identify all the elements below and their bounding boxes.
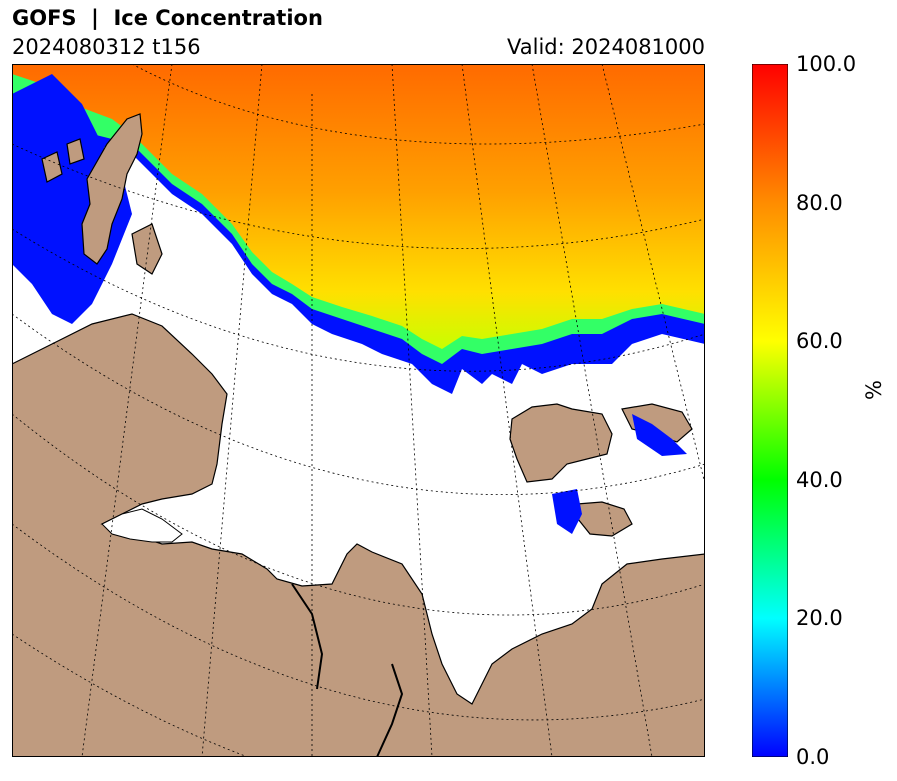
colorbar-tick-20: 20.0 xyxy=(796,606,843,630)
land-mainland xyxy=(12,313,705,757)
colorbar-unit: % xyxy=(862,380,886,400)
valid-label: Valid: 2024081000 xyxy=(507,35,705,59)
colorbar-tick-60: 60.0 xyxy=(796,329,843,353)
pack-ice xyxy=(12,64,705,349)
colorbar xyxy=(752,64,788,757)
colorbar-tick-0: 0.0 xyxy=(796,745,830,769)
land-island-nw xyxy=(81,113,143,265)
land-island-center xyxy=(509,403,613,483)
colorbar-tick-100: 100.0 xyxy=(796,52,857,76)
ice-map xyxy=(12,64,705,757)
run-label: 2024080312 t156 xyxy=(12,35,201,59)
map-title: GOFS | Ice Concentration xyxy=(12,6,323,30)
colorbar-tick-80: 80.0 xyxy=(796,191,843,215)
colorbar-tick-40: 40.0 xyxy=(796,468,843,492)
